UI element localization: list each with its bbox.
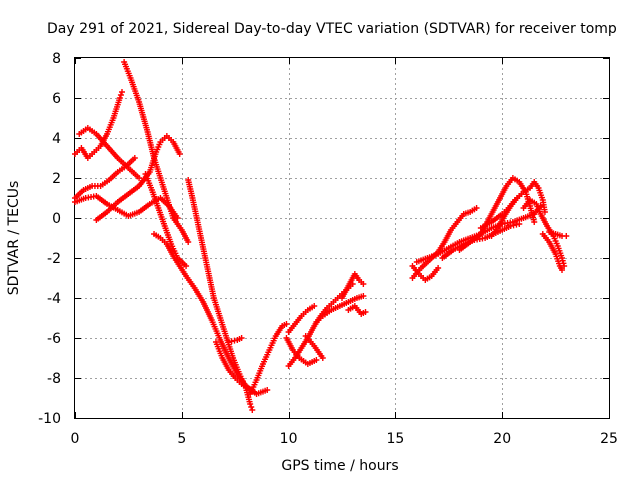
data-track (339, 271, 367, 301)
x-tick-label: 15 (386, 431, 404, 447)
y-tick-label: -8 (47, 371, 61, 387)
x-tick-label: 5 (177, 431, 186, 447)
data-point (473, 205, 480, 211)
data-point (313, 357, 320, 363)
x-tick-label: 25 (600, 431, 618, 447)
data-track (121, 59, 192, 245)
data-point (283, 321, 290, 327)
plot-frame (74, 57, 610, 419)
data-point (131, 155, 138, 161)
data-point (360, 281, 367, 287)
data-point (518, 191, 525, 197)
y-tick-label: -4 (47, 291, 61, 307)
data-track (546, 229, 570, 239)
data-track (285, 303, 318, 335)
data-point (435, 265, 442, 271)
data-point (248, 404, 255, 410)
data-point (249, 407, 256, 413)
y-tick-labels: -10 -8 -6 -4 -2 0 2 4 6 8 (38, 51, 61, 427)
x-tick-label: 0 (71, 431, 80, 447)
y-tick-label: 0 (52, 211, 61, 227)
data-point (185, 239, 192, 245)
x-tick-label: 20 (493, 431, 511, 447)
data-marks (72, 59, 570, 413)
axis-ticks (75, 58, 610, 419)
data-track (212, 339, 252, 391)
data-track (313, 293, 367, 325)
data-track (142, 171, 190, 269)
y-tick-label: 8 (52, 51, 61, 67)
data-track (225, 335, 245, 345)
data-point (176, 151, 183, 157)
data-point (541, 209, 548, 215)
y-tick-label: -2 (47, 251, 61, 267)
y-tick-label: -10 (38, 411, 61, 427)
data-point (245, 385, 252, 391)
data-track (185, 177, 256, 413)
data-track (247, 321, 290, 397)
data-point (362, 309, 369, 315)
data-point (563, 233, 570, 239)
data-point (516, 221, 523, 227)
data-point (118, 89, 125, 95)
data-point (116, 95, 123, 101)
data-point (531, 219, 538, 225)
data-track (76, 125, 143, 181)
y-axis-label: SDTVAR / TECUs (6, 181, 22, 296)
data-point (559, 267, 566, 273)
x-tick-label: 10 (280, 431, 298, 447)
y-tick-label: 6 (52, 91, 61, 107)
x-axis-label: GPS time / hours (281, 458, 398, 474)
chart-title: Day 291 of 2021, Sidereal Day-to-day VTE… (47, 21, 617, 37)
data-track (539, 231, 566, 273)
data-point (311, 303, 318, 309)
data-track (477, 191, 525, 231)
data-point (183, 263, 190, 269)
data-point (319, 355, 326, 361)
data-track (72, 89, 125, 161)
data-point (117, 92, 124, 98)
x-tick-labels: 0 5 10 15 20 25 (71, 431, 618, 447)
data-point (247, 401, 254, 407)
data-track (302, 333, 326, 361)
data-track (72, 155, 138, 201)
data-track (345, 303, 369, 317)
y-tick-label: 4 (52, 131, 61, 147)
y-tick-label: -6 (47, 331, 61, 347)
y-tick-label: 2 (52, 171, 61, 187)
data-point (238, 335, 245, 341)
data-point (264, 387, 271, 393)
data-track (409, 263, 442, 283)
data-point (136, 175, 143, 181)
data-point (360, 293, 367, 299)
